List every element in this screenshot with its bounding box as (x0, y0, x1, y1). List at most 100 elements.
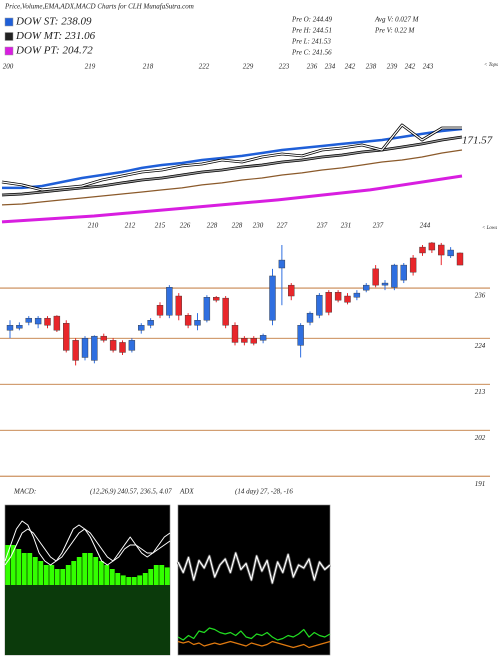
line (1, 124, 462, 191)
candle-body (447, 249, 454, 257)
candle-body (194, 320, 201, 326)
candle-body (438, 244, 445, 256)
line (1, 149, 463, 206)
histogram-bar (120, 575, 126, 585)
candle-body (381, 282, 389, 286)
histogram-bar (38, 561, 44, 585)
low-label: 227 (277, 222, 288, 230)
candle-body (203, 297, 211, 321)
low-label: 231 (341, 222, 352, 230)
candle-body (259, 335, 267, 341)
low-label: 230 (253, 222, 264, 230)
low-label: 215 (155, 222, 166, 230)
candle-body (16, 325, 23, 329)
stat: Pre V: 0.22 M (374, 27, 415, 35)
histogram-bar (104, 565, 110, 585)
top-label: 242 (405, 63, 416, 71)
top-label: 243 (423, 63, 434, 71)
low-label: 210 (88, 222, 99, 230)
candle-body (34, 317, 42, 325)
top-label: 200 (3, 63, 14, 71)
candle-body (306, 312, 314, 323)
candle-body (297, 325, 304, 346)
line (1, 136, 463, 196)
histogram-bar (159, 565, 165, 585)
histogram-bar (76, 557, 82, 585)
histogram-bar (32, 557, 38, 585)
tops-label: < Tops (484, 63, 498, 68)
legend-swatch (4, 17, 14, 27)
lows-label: < Lows (482, 226, 497, 231)
legend-label: DOW ST: 238.09 (15, 16, 92, 28)
histogram-bar (10, 545, 16, 585)
stat: Pre L: 241.53 (291, 38, 331, 46)
candle-body (72, 340, 79, 361)
candle-body (147, 320, 154, 326)
histogram-bar (21, 553, 27, 585)
candle-body (428, 242, 436, 251)
histogram-bar (43, 565, 49, 585)
candle-body (353, 292, 361, 298)
low-label: 226 (180, 222, 191, 230)
candle-body (175, 295, 182, 316)
top-label: 239 (387, 63, 398, 71)
candle-body (363, 284, 370, 291)
candle-body (44, 317, 51, 326)
histogram-bar (98, 561, 104, 585)
candle-body (184, 315, 192, 326)
histogram-bar (137, 575, 143, 585)
low-label: 237 (373, 222, 384, 230)
candle-body (288, 284, 295, 297)
histogram-bar (65, 565, 71, 585)
candle-body (269, 275, 276, 321)
candle-body (119, 342, 126, 353)
stat: Avg V: 0.027 M (374, 16, 420, 24)
candle-body (100, 335, 107, 341)
line (177, 640, 331, 649)
candle-body (391, 264, 398, 288)
panel-label: MACD: (13, 488, 36, 496)
candle-body (334, 292, 342, 301)
top-label: 222 (199, 63, 210, 71)
candle-body (109, 340, 117, 351)
candle-body (372, 268, 379, 286)
top-label: 234 (325, 63, 336, 71)
histogram-bar (82, 553, 88, 585)
candle-body (6, 325, 14, 331)
low-label: 237 (317, 222, 328, 230)
chart-title: Price,Volume,EMA,ADX,MACD Charts for CLH… (4, 3, 194, 11)
legend-swatch (4, 46, 14, 56)
histogram-bar (87, 553, 93, 585)
top-label: 242 (345, 63, 356, 71)
candle-body (222, 297, 229, 326)
annotation: 171.57 (462, 135, 493, 147)
candle-body (456, 252, 464, 266)
candle-body (231, 325, 239, 343)
histogram-bar (60, 569, 66, 585)
candle-body (166, 287, 173, 316)
candle-body (419, 246, 426, 254)
histogram-bar (27, 553, 33, 585)
legend-swatch (4, 32, 14, 41)
panel-params: (14 day) 27, -28, -16 (235, 488, 293, 496)
histogram-bar (148, 569, 154, 585)
candle-body (156, 305, 164, 316)
candle-body (25, 317, 32, 323)
candle-body (91, 335, 98, 361)
candle-body (128, 340, 136, 351)
histogram-bar (71, 561, 77, 585)
y-tick-label: 213 (475, 388, 486, 396)
stat: Pre O: 244.49 (291, 16, 332, 24)
candle-body (63, 322, 70, 351)
legend-label: DOW MT: 231.06 (15, 30, 96, 42)
histogram-bar (142, 573, 148, 585)
panel-lower-fill (5, 585, 170, 655)
candle-body (409, 257, 417, 273)
low-label: 244 (420, 222, 431, 230)
histogram-bar (93, 557, 99, 585)
y-tick-label: 191 (475, 480, 486, 488)
candle-body (250, 338, 257, 344)
histogram-bar (5, 545, 11, 585)
panel-background (177, 504, 331, 656)
